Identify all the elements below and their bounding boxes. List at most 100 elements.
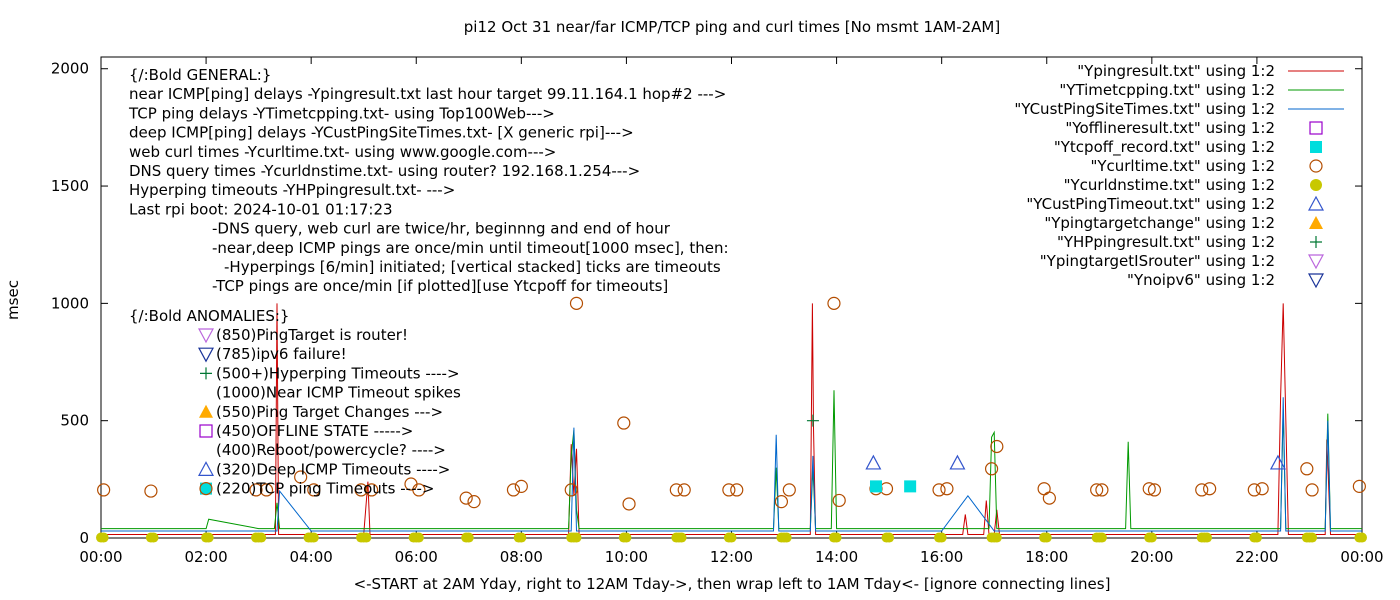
y-axis-label: msec (4, 280, 22, 320)
legend-sample-5 (1309, 159, 1323, 173)
legend-label-5: "Ycurltime.txt" using 1:2 (1090, 157, 1275, 175)
anomaly-marker-4 (199, 404, 213, 418)
anomaly-marker-8-ring (199, 482, 213, 496)
series-1-point-38 (884, 532, 895, 543)
series-0-point-20 (722, 483, 736, 497)
annotation-line-11: -TCP pings are once/min [if plotted][use… (212, 277, 668, 295)
legend-sample-9 (1310, 236, 1322, 248)
series-1-point-1 (98, 532, 109, 543)
annotation-line-10: -Hyperpings [6/min] initiated; [vertical… (224, 258, 721, 276)
y-tick-label-4: 2000 (51, 60, 89, 78)
series-2-point-2 (1269, 454, 1286, 470)
series-0-point-16 (617, 416, 631, 430)
series-0-point-29 (940, 482, 954, 496)
series-0-point-12 (506, 483, 521, 497)
legend-sample-10 (1307, 254, 1325, 270)
legend-label-7: "YCustPingTimeout.txt" using 1:2 (1026, 195, 1275, 213)
series-0-point-38 (1195, 483, 1209, 497)
series-0-point-18 (669, 483, 683, 497)
annotation-line-12: {/:Bold ANOMALIES:} (129, 307, 289, 325)
series-0-point-35 (1095, 483, 1109, 497)
annotation-line-0: {/:Bold GENERAL:} (129, 66, 271, 84)
series-0-point-24 (827, 296, 841, 310)
anomaly-marker-8 (199, 482, 213, 496)
legend-label-1: "YTimetcpping.txt" using 1:2 (1059, 81, 1275, 99)
anomaly-marker-7 (197, 461, 215, 476)
x-tick-label-6: 12:00 (710, 548, 753, 566)
series-1-point-19 (463, 532, 474, 543)
x-tick-label-7: 14:00 (815, 548, 858, 566)
anomaly-marker-2 (200, 367, 212, 380)
series-0-point-21 (730, 483, 744, 497)
anomaly-label-0: (850)PingTarget is router! (216, 326, 408, 344)
series-0-point-30 (984, 462, 999, 476)
legend-label-4: "Ytcpoff_record.txt" using 1:2 (1054, 138, 1275, 157)
series-0-point-2 (249, 483, 263, 497)
anomaly-label-5: (450)OFFLINE STATE -----> (216, 422, 413, 440)
series-1-point-34 (781, 532, 792, 543)
series-0-point-36 (1142, 482, 1156, 496)
series-0-point-14 (564, 483, 578, 497)
anomaly-marker-5 (199, 424, 213, 438)
series-0-point-3 (259, 483, 274, 497)
series-1-point-60 (1357, 532, 1367, 543)
series-0-point-4 (294, 470, 308, 484)
anomaly-label-3: (1000)Near ICMP Timeout spikes (216, 384, 461, 402)
legend-sample-7 (1307, 195, 1325, 211)
x-tick-label-10: 20:00 (1130, 548, 1173, 566)
series-1-point-21 (516, 532, 527, 543)
series-1-point-11 (308, 532, 319, 543)
x-tick-label-0: 00:00 (79, 548, 122, 566)
series-0-point-1 (144, 484, 158, 498)
series-0-point-7 (364, 483, 379, 497)
legend: "Ypingresult.txt" using 1:2"YTimetcpping… (1014, 62, 1344, 289)
legend-label-2: "YCustPingSiteTimes.txt" using 1:2 (1014, 100, 1275, 118)
anomaly-label-4: (550)Ping Target Changes ---> (216, 403, 443, 421)
series-0-point-33 (1042, 491, 1056, 505)
legend-label-9: "YHPpingresult.txt" using 1:2 (1057, 233, 1275, 251)
x-tick-label-2: 04:00 (290, 548, 333, 566)
series-0-point-10 (459, 491, 473, 505)
series-1-point-36 (831, 532, 842, 543)
chart-title: pi12 Oct 31 near/far ICMP/TCP ping and c… (464, 18, 1000, 36)
series-1-point-48 (1096, 532, 1107, 543)
x-tick-label-3: 06:00 (395, 548, 438, 566)
series-1-point-55 (1251, 532, 1262, 543)
legend-label-8: "Ypingtargetchange" using 1:2 (1044, 214, 1275, 232)
series-0-point-15 (569, 296, 584, 310)
series-0-point-39 (1203, 482, 1217, 496)
anomaly-label-6: (400)Reboot/powercycle? ----> (216, 441, 446, 459)
series-0-point-41 (1255, 482, 1269, 496)
x-tick-label-12: 00:00 (1340, 548, 1383, 566)
series-3-point-0 (869, 480, 882, 493)
x-tick-label-8: 16:00 (920, 548, 963, 566)
series-1-point-14 (361, 532, 372, 543)
series-0-point-17 (622, 497, 636, 511)
y-axis-ticks: 0 500 1000 1500 2000 (51, 60, 1362, 547)
annotation-line-9: -near,deep ICMP pings are once/min until… (212, 239, 729, 257)
x-tick-label-9: 18:00 (1025, 548, 1068, 566)
anomaly-marker-1 (197, 347, 215, 363)
series-2-point-0 (865, 454, 882, 470)
series-1-point-3 (148, 532, 159, 543)
x-tick-label-4: 08:00 (500, 548, 543, 566)
series-0-point-19 (677, 483, 691, 497)
data-series-layer (96, 296, 1367, 543)
series-1-point-45 (1041, 532, 1052, 543)
series-0-point-13 (514, 479, 528, 493)
series-0-point-44 (1352, 479, 1366, 493)
anomaly-marker-0 (197, 328, 215, 344)
annotation-block: {/:Bold GENERAL:}near ICMP[ping] delays … (128, 66, 729, 325)
legend-sample-8 (1309, 216, 1323, 229)
legend-label-10: "YpingtargetISrouter" using 1:2 (1040, 252, 1275, 270)
y-tick-label-0: 0 (79, 529, 89, 547)
series-1-point-58 (1307, 532, 1318, 543)
series-0-point-6 (354, 483, 368, 497)
anomaly-label-8: (220)TCP ping Timeouts ----> (216, 480, 434, 498)
series-0-point-25 (832, 493, 846, 508)
series-0-point-43 (1305, 483, 1319, 497)
series-3-point-1 (904, 480, 917, 493)
annotation-line-6: Hyperping timeouts -YHPpingresult.txt- -… (129, 181, 455, 199)
series-0-point-34 (1090, 483, 1104, 497)
anomaly-label-2: (500+)Hyperping Timeouts ----> (216, 364, 460, 382)
